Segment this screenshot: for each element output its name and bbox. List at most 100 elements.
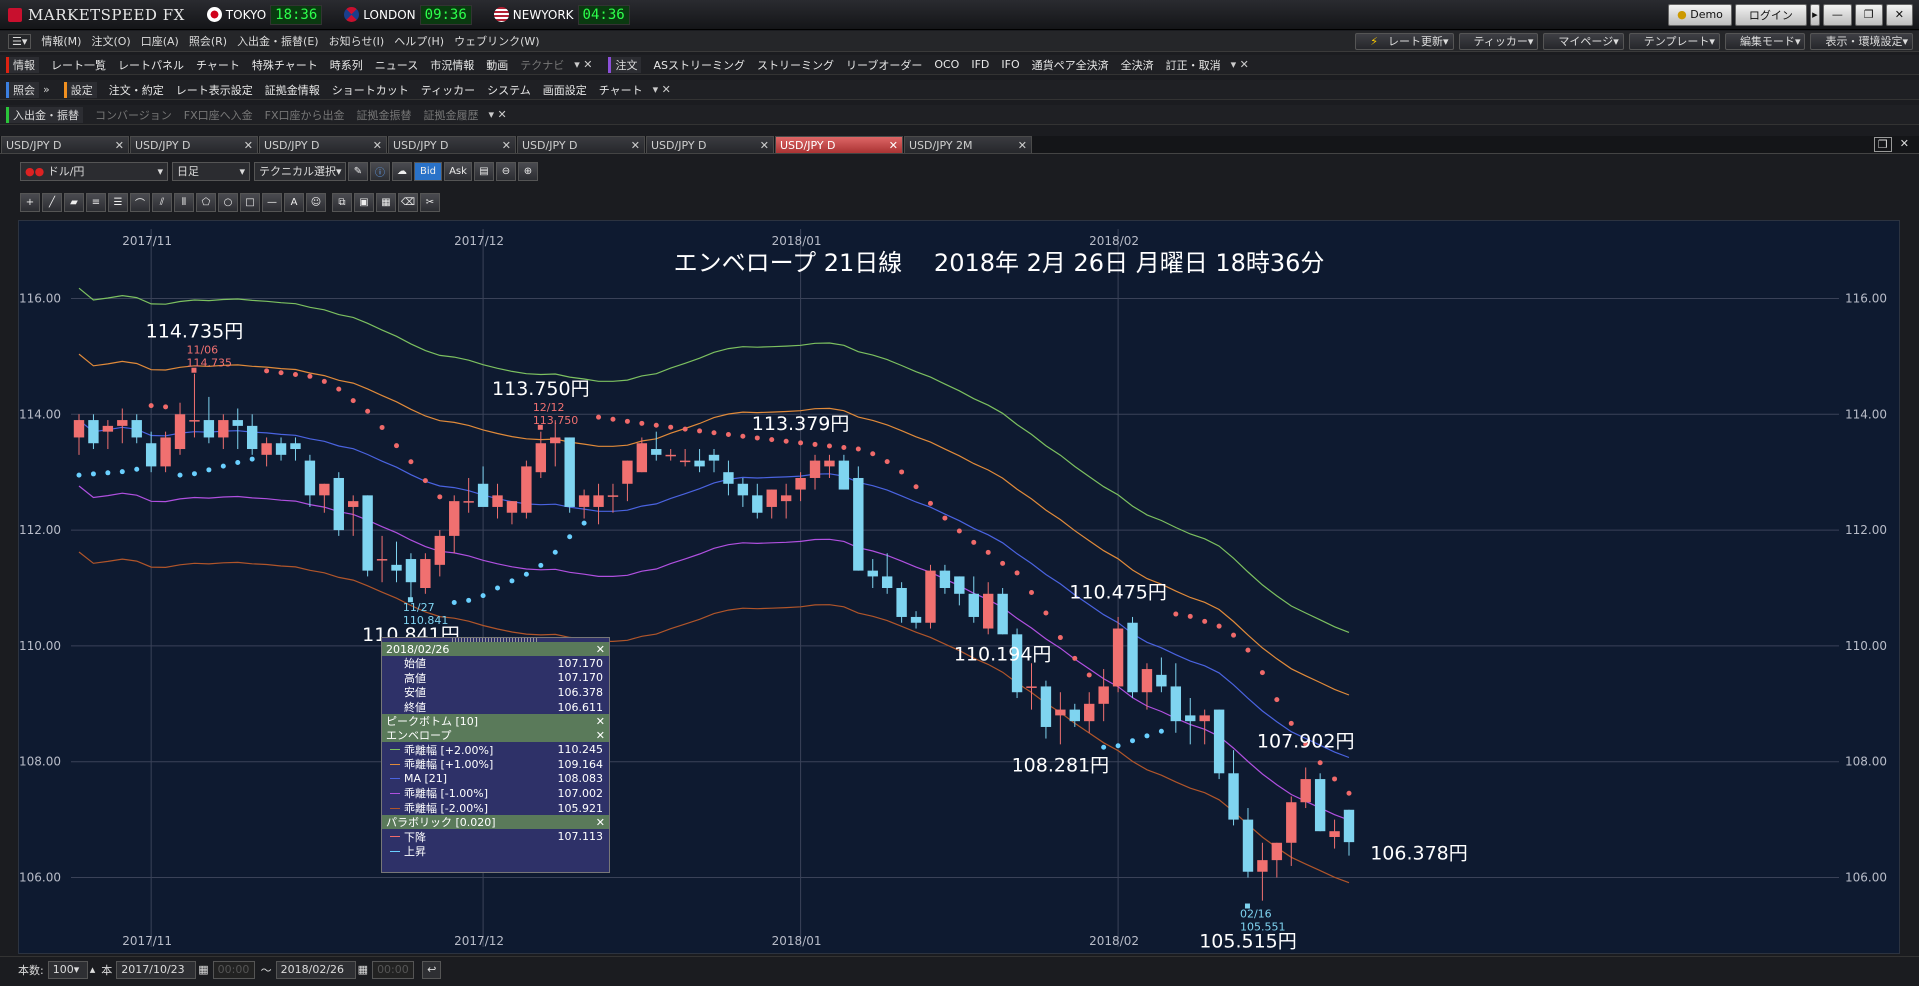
menu-toggle-icon[interactable]: ☰▾ <box>8 33 32 49</box>
edit-mode-button[interactable]: 編集モード ▾ <box>1724 32 1806 50</box>
copy-icon[interactable]: ⧉ <box>332 192 352 212</box>
tb-oco[interactable]: OCO <box>934 58 960 71</box>
tb-special-chart[interactable]: 特殊チャート <box>251 58 318 72</box>
expand-icon[interactable]: » <box>43 83 50 96</box>
count-select[interactable]: 100 ▾ <box>47 960 88 979</box>
menu-account[interactable]: 口座(A) <box>140 35 179 48</box>
tb-ticker[interactable]: ティッカー <box>420 83 476 97</box>
circle-icon[interactable]: ○ <box>218 192 238 212</box>
menu-weblink[interactable]: ウェブリンク(W) <box>454 35 540 48</box>
close-icon[interactable]: ▾ ✕ <box>488 108 507 121</box>
menu-notice[interactable]: お知らせ(I) <box>328 35 385 48</box>
drag-handle[interactable] <box>452 638 539 642</box>
demo-button[interactable]: ● Demo <box>1668 3 1732 26</box>
tb-technavi[interactable]: テクナビ <box>520 58 565 72</box>
menu-order[interactable]: 注文(O) <box>91 35 131 48</box>
zoom-out-icon[interactable]: ⊖ <box>496 161 516 181</box>
tb-order-execution[interactable]: 注文・約定 <box>108 83 164 97</box>
minimize-button[interactable]: — <box>1822 3 1852 26</box>
reload-icon[interactable]: ↩ <box>422 960 442 979</box>
restore-panel-icon[interactable]: ❐ <box>1873 137 1892 152</box>
to-date-input[interactable]: 2018/02/26 <box>275 960 356 979</box>
tb-ifo[interactable]: IFO <box>1001 58 1020 71</box>
layers-icon[interactable]: ▦ <box>376 192 396 212</box>
tab-usdjpy-d[interactable]: USD/JPY D ✕ <box>1 136 129 153</box>
currency-pair-select[interactable]: ●● ドル/円 ▾ <box>20 161 168 181</box>
tab-usdjpy-d[interactable]: USD/JPY D ✕ <box>517 136 645 153</box>
period-select[interactable]: 日足 ▾ <box>172 161 250 181</box>
ruler-icon[interactable]: ▰ <box>64 192 84 212</box>
chart-type-icon[interactable]: ▤ <box>474 161 494 181</box>
horizontal-line-icon[interactable]: — <box>262 192 282 212</box>
tb-all-settle[interactable]: 全決済 <box>1120 58 1154 72</box>
tb-pair-settle[interactable]: 通貨ペア全決済 <box>1031 58 1109 72</box>
tb-chart-settings[interactable]: チャート <box>598 83 643 97</box>
calendar-icon[interactable]: ▦ <box>357 963 369 976</box>
menu-info[interactable]: 情報(M) <box>41 35 82 48</box>
tb-video[interactable]: 動画 <box>486 58 509 72</box>
tab-usdjpy-2m[interactable]: USD/JPY 2M ✕ <box>904 136 1032 153</box>
tb-shortcut[interactable]: ショートカット <box>331 83 409 97</box>
from-time-input[interactable]: 00:00 <box>212 960 255 979</box>
tb-deposit-fx[interactable]: FX口座へ入金 <box>183 108 253 122</box>
pentagon-icon[interactable]: ⬠ <box>196 192 216 212</box>
paste-icon[interactable]: ▣ <box>354 192 374 212</box>
stepper-up-icon[interactable]: ▴ <box>89 963 96 976</box>
bid-button[interactable]: Bid <box>414 161 442 181</box>
close-icon[interactable]: ✕ <box>595 728 605 742</box>
tab-usdjpy-d[interactable]: USD/JPY D ✕ <box>130 136 258 153</box>
close-icon[interactable]: ✕ <box>595 714 605 728</box>
from-date-input[interactable]: 2017/10/23 <box>116 960 197 979</box>
tab-usdjpy-d[interactable]: USD/JPY D ✕ <box>388 136 516 153</box>
login-button[interactable]: ログイン <box>1734 3 1807 26</box>
technical-select[interactable]: テクニカル選択 ▾ <box>254 161 346 181</box>
menu-inquiry[interactable]: 照会(R) <box>188 35 228 48</box>
tb-as-streaming[interactable]: ASストリーミング <box>653 58 745 72</box>
close-panel-icon[interactable]: ✕ <box>1899 137 1909 150</box>
hlines-icon[interactable]: ≡ <box>86 192 106 212</box>
tab-usdjpy-d[interactable]: USD/JPY D ✕ <box>646 136 774 153</box>
tb-modify-cancel[interactable]: 訂正・取消 <box>1165 58 1221 72</box>
tb-withdraw-fx[interactable]: FX口座から出金 <box>264 108 345 122</box>
close-icon[interactable]: ✕ <box>595 642 605 656</box>
close-window-button[interactable]: ✕ <box>1885 3 1913 26</box>
maximize-button[interactable]: ❐ <box>1854 3 1883 26</box>
tb-market-info[interactable]: 市況情報 <box>430 58 475 72</box>
erase-all-icon[interactable]: ✂ <box>420 192 440 212</box>
tab-usdjpy-d-active[interactable]: USD/JPY D ✕ <box>775 136 903 153</box>
tab-usdjpy-d[interactable]: USD/JPY D ✕ <box>259 136 387 153</box>
cloud-icon[interactable]: ☁ <box>392 161 412 181</box>
display-settings-button[interactable]: 表示・環境設定 ▾ <box>1810 32 1913 50</box>
login-arrow-icon[interactable]: ▸ <box>1809 3 1820 26</box>
tb-streaming[interactable]: ストリーミング <box>757 58 834 72</box>
pen-icon[interactable]: ✎ <box>348 161 368 181</box>
eraser-icon[interactable]: ⌫ <box>398 192 418 212</box>
template-button[interactable]: テンプレート ▾ <box>1628 32 1720 50</box>
tb-rate-list[interactable]: レート一覧 <box>51 58 106 72</box>
tb-screen-settings[interactable]: 画面設定 <box>542 83 587 97</box>
tb-news[interactable]: ニュース <box>374 58 419 72</box>
close-icon[interactable]: ▾ ✕ <box>1230 58 1249 71</box>
ticker-button[interactable]: ティッカー ▾ <box>1458 32 1539 50</box>
channel-icon[interactable]: ⫽ <box>152 192 172 212</box>
close-icon[interactable]: ✕ <box>595 815 605 829</box>
trendline-icon[interactable]: ╱ <box>42 192 62 212</box>
rectangle-icon[interactable]: □ <box>240 192 260 212</box>
tb-ifd[interactable]: IFD <box>971 58 990 71</box>
calendar-icon[interactable]: ▦ <box>198 963 209 976</box>
tb-rate-display[interactable]: レート表示設定 <box>175 83 253 97</box>
text-icon[interactable]: A <box>284 192 304 212</box>
ask-button[interactable]: Ask <box>444 161 472 181</box>
tb-margin-transfer[interactable]: 証拠金振替 <box>356 108 412 122</box>
crosshair-icon[interactable]: + <box>20 192 40 212</box>
info-icon[interactable]: ⓘ <box>370 161 390 181</box>
candlestick-chart[interactable]: 116.00 116.00 114.00 114.00 112.00 112.00 110.… <box>18 220 1900 954</box>
indicator-info-panel[interactable]: 2018/02/26 ✕ 始値 107.170 高値 107.170 安値 106.37… <box>381 637 610 873</box>
fibonacci-icon[interactable]: ☰ <box>108 192 128 212</box>
menu-help[interactable]: ヘルプ(H) <box>394 35 445 48</box>
close-icon[interactable]: ▾ ✕ <box>652 83 671 96</box>
tb-leave-order[interactable]: リーブオーダー <box>846 58 923 72</box>
rate-update-button[interactable]: ⚡ レート更新 ▾ <box>1355 32 1454 50</box>
tb-chart[interactable]: チャート <box>196 58 240 72</box>
dropdown-icon[interactable]: ▾ ✕ <box>574 58 593 71</box>
